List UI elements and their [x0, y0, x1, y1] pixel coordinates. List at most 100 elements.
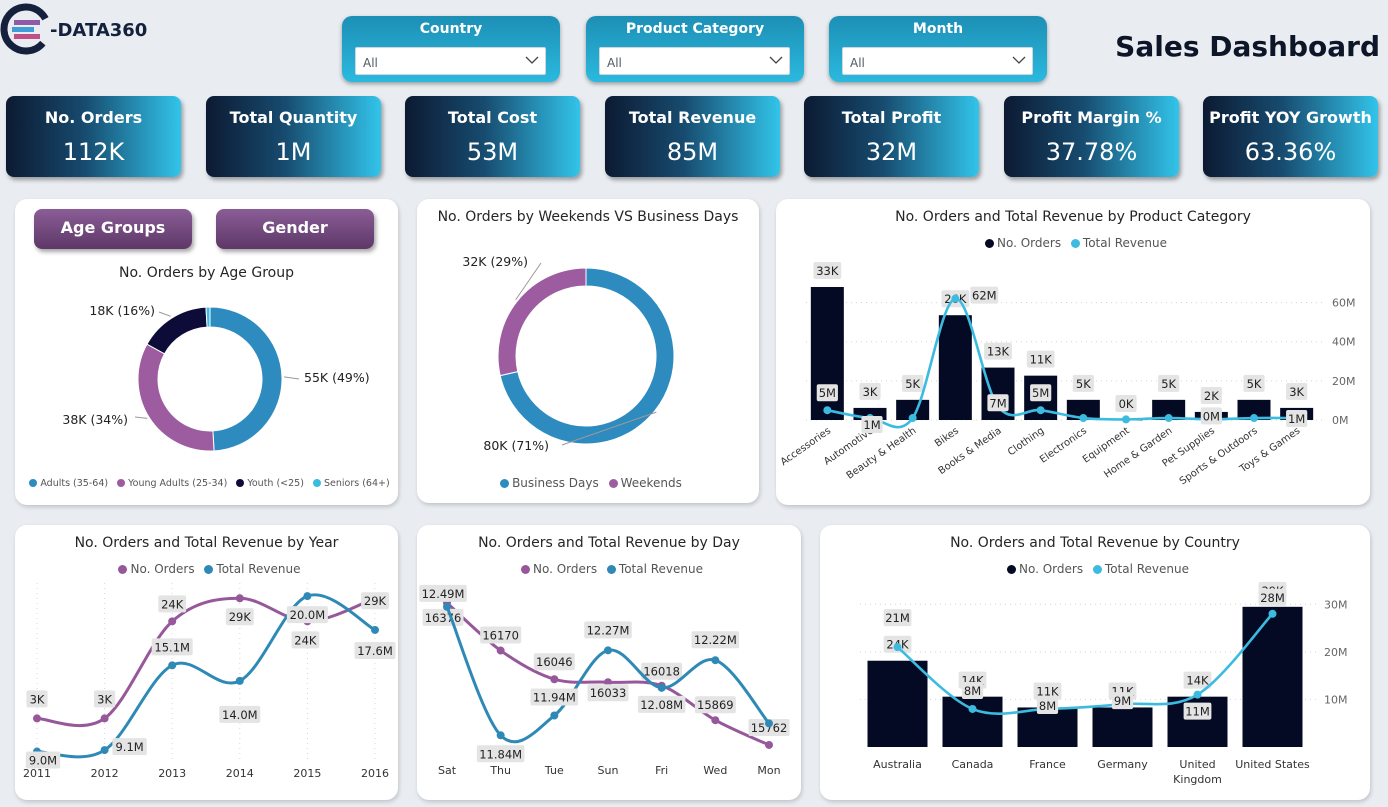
kpi-card-profit-yoy: Profit YOY Growth 63.36% — [1203, 96, 1378, 177]
x-tick-label: Sat — [438, 764, 457, 777]
month-dropdown[interactable]: All — [842, 47, 1033, 75]
legend-dot-icon — [984, 239, 994, 248]
revenue-point — [100, 746, 109, 755]
chart-title: No. Orders by Age Group — [119, 265, 294, 281]
year-line-chart: 2011 2012 2013 2014 2015 2016 3K 3K 24K 29K 24K 29K… — [23, 583, 396, 780]
orders-point — [235, 594, 244, 603]
revenue-point — [1268, 609, 1277, 618]
chart-title: No. Orders by Weekends VS Business Days — [437, 209, 739, 225]
x-tick-label: Sports & Outdoors — [1178, 425, 1260, 487]
orders-point — [33, 714, 41, 723]
legend-dot-icon — [117, 479, 126, 487]
kpi-card-profit: Total Profit 32M — [804, 96, 979, 177]
line-data-label: 9.0M — [29, 754, 57, 768]
age-groups-button[interactable]: Age Groups — [34, 209, 192, 249]
leader-line — [515, 262, 542, 301]
line-data-label-bg — [1036, 696, 1059, 714]
x-tick-label: United — [1179, 758, 1215, 771]
kpi-label: Profit YOY Growth — [1209, 108, 1372, 127]
bar — [1237, 399, 1271, 420]
legend-dot-icon — [29, 479, 38, 487]
day-line-chart: Sat Thu Tue Sun Fri Wed Mon 16376 16170 16046 1603… — [419, 584, 790, 777]
line-data-label: 9.1M — [115, 740, 143, 754]
revenue-point — [951, 294, 960, 303]
year-panel: No. Orders and Total Revenue by Year No.… — [15, 525, 398, 800]
bar — [896, 399, 930, 420]
company-logo: -DATA360 — [0, 0, 160, 60]
bar-data-label-bg — [1158, 374, 1180, 392]
kpi-value: 1M — [275, 138, 312, 166]
line-data-label-bg — [1183, 702, 1212, 720]
x-tick-label: Germany — [1097, 758, 1148, 771]
revenue-point — [968, 704, 977, 713]
line-data-label-bg — [419, 584, 467, 602]
legend-dot-icon — [520, 565, 530, 574]
country-dropdown[interactable]: All — [355, 47, 546, 75]
bar-data-label-bg — [813, 261, 842, 279]
bar — [938, 315, 972, 420]
line-data-label-bg — [748, 718, 790, 736]
bar-data-label-bg — [1200, 386, 1222, 404]
product-category-dropdown[interactable]: All — [599, 47, 790, 75]
kpi-card-cost: Total Cost 53M — [405, 96, 580, 177]
chart-legend: Adults (35-64) Young Adults (25-34) Yout… — [15, 478, 398, 489]
product-category-dropdown-value: All — [607, 56, 622, 70]
line-data-label: 11.84M — [479, 747, 522, 761]
bar-data-label: 5K — [1247, 377, 1262, 391]
bar-data-label: 2K — [1204, 389, 1219, 403]
line-data-label: 16033 — [590, 686, 627, 700]
slice-label: 38K (34%) — [62, 412, 128, 427]
gender-button[interactable]: Gender — [216, 209, 374, 249]
line-data-label: 17.6M — [357, 644, 393, 658]
line-data-label-bg — [987, 394, 1009, 412]
line-data-label: 0M — [1203, 409, 1220, 423]
legend-item: Adults (35-64) — [40, 478, 109, 489]
kpi-label: Total Revenue — [628, 108, 757, 127]
line-data-label-bg — [219, 705, 261, 723]
chart-title: No. Orders and Total Revenue by Day — [478, 535, 740, 551]
month-slicer[interactable]: Month All — [829, 16, 1047, 82]
line-data-label-bg — [694, 696, 736, 714]
bar-data-label: 13K — [987, 345, 1010, 359]
kpi-value: 85M — [666, 138, 719, 166]
bar-data-label-bg — [1243, 374, 1265, 392]
product-category-slicer[interactable]: Product Category All — [586, 16, 804, 82]
line-data-label-bg — [480, 626, 522, 644]
legend-dot-icon — [1070, 239, 1080, 248]
country-slicer[interactable]: Country All — [342, 16, 560, 82]
line-data-label-bg — [158, 595, 187, 613]
line-data-label: 9M — [1114, 694, 1131, 708]
kpi-card-orders: No. Orders 112K — [6, 96, 181, 177]
line-data-label: 3K — [97, 692, 112, 706]
legend-item: Total Revenue — [618, 562, 704, 576]
bar — [1017, 707, 1078, 747]
chevron-down-icon — [1012, 56, 1026, 64]
line-data-label: 12.27M — [587, 623, 630, 637]
x-tick-label: Wed — [703, 764, 727, 777]
line-data-label-bg — [1286, 410, 1308, 428]
bar-data-label-bg — [984, 342, 1012, 360]
line-data-label: 5M — [819, 386, 836, 400]
x-tick-label: 2016 — [361, 767, 389, 780]
line-data-label-bg — [1200, 407, 1222, 425]
age-donut-chart: 55K (49%) 38K (34%) 18K (16%) — [62, 303, 370, 452]
donut-slice — [499, 267, 675, 445]
revenue-point — [604, 646, 612, 655]
revenue-point — [235, 676, 244, 685]
x-tick-label: 2011 — [23, 767, 51, 780]
line-data-label-bg — [1258, 588, 1287, 606]
country-dropdown-value: All — [363, 56, 378, 70]
bar-data-label: 5K — [1076, 377, 1091, 391]
legend-dot-icon — [1006, 565, 1016, 574]
bar-data-label-bg — [1033, 682, 1062, 700]
revenue-point — [168, 661, 177, 670]
revenue-point — [823, 406, 832, 415]
chart-title: No. Orders and Total Revenue by Country — [950, 535, 1240, 551]
legend-item: No. Orders — [130, 562, 195, 576]
revenue-point — [1250, 414, 1258, 423]
x-tick-label: 2013 — [158, 767, 186, 780]
kpi-label: Profit Margin % — [1021, 108, 1162, 127]
bar-data-label-bg — [902, 374, 924, 392]
x-tick-label: Tue — [544, 764, 564, 777]
line-data-label-bg — [94, 690, 116, 708]
